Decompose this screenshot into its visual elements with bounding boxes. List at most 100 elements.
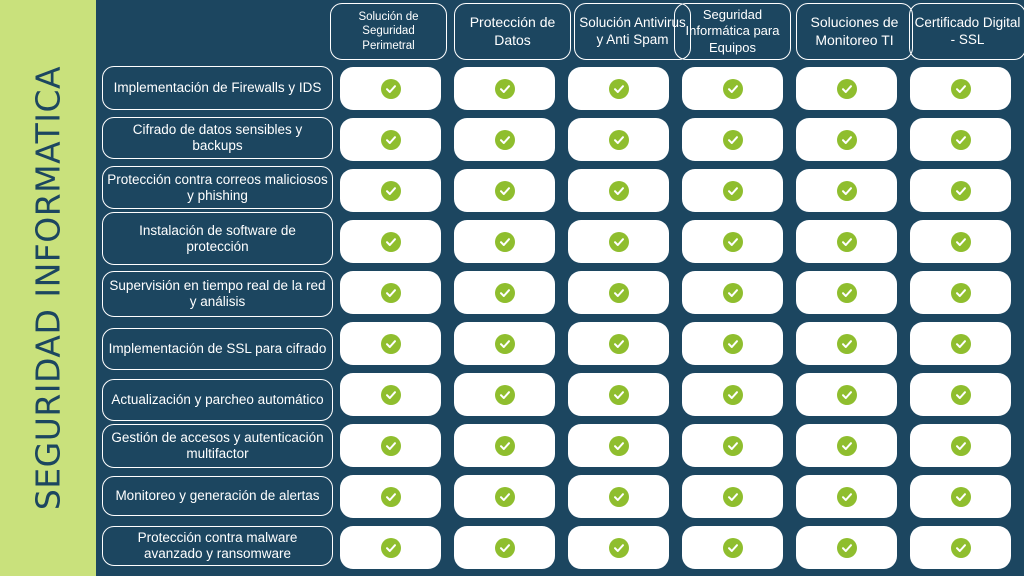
table-cell bbox=[454, 169, 555, 212]
check-circle-icon bbox=[608, 486, 629, 507]
table-cell bbox=[340, 118, 441, 161]
check-circle-icon bbox=[836, 78, 857, 99]
row-label: Protección contra correos maliciosos y p… bbox=[102, 166, 333, 209]
table-cell bbox=[340, 322, 441, 365]
check-circle-icon bbox=[722, 435, 743, 456]
check-circle-icon bbox=[722, 384, 743, 405]
check-circle-icon bbox=[836, 537, 857, 558]
table-cell bbox=[682, 424, 783, 467]
table-cell bbox=[910, 373, 1011, 416]
table-cell bbox=[682, 475, 783, 518]
check-circle-icon bbox=[722, 78, 743, 99]
check-circle-icon bbox=[380, 129, 401, 150]
row-label: Supervisión en tiempo real de la red y a… bbox=[102, 271, 333, 317]
column-header: Seguridad Informática para Equipos bbox=[674, 3, 791, 60]
table-cell bbox=[910, 322, 1011, 365]
row-label: Implementación de Firewalls y IDS bbox=[102, 66, 333, 110]
table-cell bbox=[796, 424, 897, 467]
check-circle-icon bbox=[608, 78, 629, 99]
table-cell bbox=[454, 322, 555, 365]
table-cell bbox=[340, 475, 441, 518]
check-circle-icon bbox=[494, 333, 515, 354]
table-cell bbox=[796, 67, 897, 110]
check-circle-icon bbox=[836, 180, 857, 201]
check-circle-icon bbox=[950, 537, 971, 558]
table-cell bbox=[796, 322, 897, 365]
check-circle-icon bbox=[722, 486, 743, 507]
table-cell bbox=[340, 169, 441, 212]
table-cell bbox=[796, 118, 897, 161]
table-cell bbox=[454, 424, 555, 467]
row-label: Gestión de accesos y autenticación multi… bbox=[102, 424, 333, 468]
table-cell bbox=[682, 118, 783, 161]
table-cell bbox=[454, 271, 555, 314]
row-label: Monitoreo y generación de alertas bbox=[102, 476, 333, 516]
check-circle-icon bbox=[836, 435, 857, 456]
table-cell bbox=[454, 475, 555, 518]
table-cell bbox=[796, 373, 897, 416]
table-cell bbox=[568, 373, 669, 416]
table-cell bbox=[568, 169, 669, 212]
check-circle-icon bbox=[494, 180, 515, 201]
check-circle-icon bbox=[836, 129, 857, 150]
table-cell bbox=[910, 169, 1011, 212]
column-header: Soluciones de Monitoreo TI bbox=[796, 3, 913, 60]
table-cell bbox=[682, 220, 783, 263]
table-cell bbox=[910, 118, 1011, 161]
table-cell bbox=[340, 424, 441, 467]
check-circle-icon bbox=[608, 384, 629, 405]
table-cell bbox=[568, 424, 669, 467]
side-title: SEGURIDAD INFORMATICA bbox=[28, 65, 68, 511]
row-label: Protección contra malware avanzado y ran… bbox=[102, 526, 333, 566]
check-circle-icon bbox=[950, 435, 971, 456]
check-circle-icon bbox=[380, 435, 401, 456]
table-cell bbox=[682, 526, 783, 569]
check-circle-icon bbox=[722, 537, 743, 558]
table-cell bbox=[910, 526, 1011, 569]
table-cell bbox=[796, 526, 897, 569]
check-circle-icon bbox=[608, 231, 629, 252]
table-cell bbox=[454, 373, 555, 416]
table-cell bbox=[568, 475, 669, 518]
row-label: Implementación de SSL para cifrado bbox=[102, 328, 333, 370]
check-circle-icon bbox=[380, 231, 401, 252]
table-cell bbox=[682, 271, 783, 314]
table-cell bbox=[910, 475, 1011, 518]
table-cell bbox=[568, 526, 669, 569]
check-circle-icon bbox=[494, 486, 515, 507]
check-circle-icon bbox=[494, 231, 515, 252]
check-circle-icon bbox=[836, 333, 857, 354]
check-circle-icon bbox=[494, 384, 515, 405]
table-cell bbox=[910, 424, 1011, 467]
check-circle-icon bbox=[836, 486, 857, 507]
check-circle-icon bbox=[950, 78, 971, 99]
table-cell bbox=[796, 220, 897, 263]
table-cell bbox=[454, 118, 555, 161]
check-circle-icon bbox=[950, 180, 971, 201]
check-circle-icon bbox=[950, 129, 971, 150]
check-circle-icon bbox=[380, 384, 401, 405]
table-cell bbox=[568, 271, 669, 314]
table-cell bbox=[910, 220, 1011, 263]
check-circle-icon bbox=[494, 537, 515, 558]
check-circle-icon bbox=[494, 435, 515, 456]
column-header: Certificado Digital - SSL bbox=[909, 3, 1024, 60]
column-header: Protección de Datos bbox=[454, 3, 571, 60]
check-circle-icon bbox=[380, 180, 401, 201]
check-circle-icon bbox=[608, 180, 629, 201]
table-cell bbox=[796, 475, 897, 518]
column-header: Solución de Seguridad Perimetral bbox=[330, 3, 447, 60]
check-circle-icon bbox=[608, 333, 629, 354]
table-cell bbox=[682, 169, 783, 212]
column-header: Solución Antivirus y Anti Spam bbox=[574, 3, 691, 60]
table-cell bbox=[568, 220, 669, 263]
table-cell bbox=[454, 67, 555, 110]
check-circle-icon bbox=[836, 282, 857, 303]
table-cell bbox=[340, 373, 441, 416]
table-cell bbox=[796, 169, 897, 212]
table-cell bbox=[796, 271, 897, 314]
check-circle-icon bbox=[722, 180, 743, 201]
table-cell bbox=[340, 271, 441, 314]
side-band: SEGURIDAD INFORMATICA bbox=[0, 0, 96, 576]
table-cell bbox=[682, 67, 783, 110]
